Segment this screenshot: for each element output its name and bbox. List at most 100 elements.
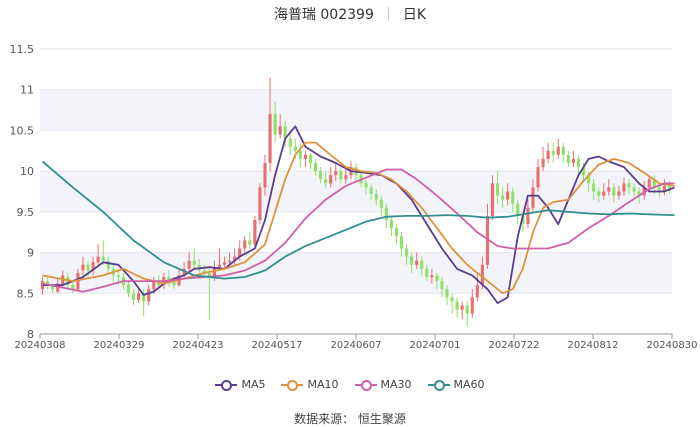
candle-body — [207, 272, 211, 277]
candle-body — [192, 260, 196, 265]
candle-body — [339, 171, 343, 180]
x-tick-label: 20240517 — [252, 340, 303, 351]
chart-title: 海普瑞 002399 日K — [0, 4, 700, 24]
candle-body — [435, 275, 439, 282]
legend-ma60-label: MA60 — [453, 378, 485, 391]
candle-body — [56, 283, 60, 292]
candle-body — [607, 187, 611, 192]
candle-body — [445, 289, 449, 298]
candle-body — [637, 191, 641, 196]
candle-body — [470, 297, 474, 314]
candle-body — [268, 114, 272, 163]
candle-body — [152, 281, 156, 290]
candle-body — [490, 183, 495, 216]
candle-body — [597, 191, 601, 196]
candle-body — [546, 150, 550, 159]
legend-ma5-marker — [215, 379, 238, 391]
legend-item-ma60[interactable]: MA60 — [427, 378, 485, 391]
legend-ma30-marker — [354, 379, 377, 391]
candle-body — [329, 175, 333, 184]
x-tick-label: 20240701 — [410, 340, 461, 351]
candle-body — [592, 183, 596, 192]
candle-body — [399, 236, 404, 249]
candle-body — [652, 179, 656, 188]
candle-body — [551, 150, 555, 155]
candle-body — [602, 191, 606, 196]
candle-body — [96, 256, 100, 263]
candle-body — [319, 171, 323, 180]
candle-body — [142, 293, 146, 302]
candle-body — [126, 285, 131, 294]
legend-ma5-label: MA5 — [241, 378, 266, 391]
legend-ma10-marker — [281, 379, 304, 391]
candle-body — [263, 163, 267, 188]
candle-body — [415, 260, 419, 265]
candle-body — [212, 267, 216, 277]
candle-body — [81, 264, 85, 271]
candle-body — [576, 158, 581, 168]
series-line-ma10 — [42, 141, 675, 295]
candle-body — [288, 138, 292, 147]
candle-body — [501, 195, 505, 200]
candle-body — [293, 146, 297, 151]
candle-body — [410, 256, 414, 265]
legend-ma30-label: MA30 — [380, 378, 412, 391]
candle-body — [404, 248, 409, 257]
candle-body — [222, 262, 227, 265]
candle-body — [460, 305, 464, 310]
candle-body — [228, 260, 232, 263]
candle-body — [566, 154, 570, 163]
candle-body — [485, 215, 490, 265]
candle-body — [430, 275, 434, 277]
candle-body — [480, 264, 484, 286]
candle-body — [233, 256, 237, 261]
candle-body — [496, 183, 500, 196]
candle-body — [541, 158, 545, 168]
candle-body — [217, 264, 222, 268]
series-line-ma30 — [42, 168, 675, 293]
x-tick-label: 20240812 — [568, 340, 619, 351]
candle-body — [167, 277, 171, 282]
candle-body — [278, 126, 282, 135]
candle-body — [238, 248, 242, 257]
x-tick-label: 20240423 — [173, 340, 224, 351]
candle-body — [258, 187, 262, 220]
y-tick-label: 9.5 — [17, 206, 35, 219]
legend-item-ma5[interactable]: MA5 — [215, 378, 265, 391]
stock-name-code: 海普瑞 002399 — [273, 7, 374, 23]
x-tick-label: 20240830 — [647, 340, 698, 351]
candle-body — [61, 275, 65, 286]
candle-body — [394, 228, 399, 237]
y-tick-label: 11.5 — [10, 43, 35, 56]
candle-body — [516, 203, 520, 216]
candle-body — [308, 154, 313, 163]
candle-body — [101, 256, 105, 261]
candle-body — [657, 187, 661, 192]
candle-body — [106, 260, 110, 269]
candle-body — [172, 281, 176, 286]
legend: MA5 MA10 MA30 MA60 — [0, 378, 700, 391]
data-source: 数据来源： 恒生聚源 — [294, 412, 406, 426]
grid-band — [40, 252, 672, 294]
candle-body — [647, 179, 651, 188]
candle-body — [571, 158, 575, 163]
legend-item-ma30[interactable]: MA30 — [354, 378, 412, 391]
series-line-ma60 — [41, 160, 675, 280]
candle-body — [506, 191, 510, 200]
candle-body — [71, 285, 75, 290]
candle-body — [283, 126, 287, 139]
y-tick-label: 11 — [20, 84, 34, 97]
legend-item-ma10[interactable]: MA10 — [281, 378, 339, 391]
x-tick-label: 20240607 — [331, 340, 382, 351]
candle-body — [131, 293, 136, 300]
candle-body — [379, 199, 383, 208]
candle-body — [667, 185, 672, 190]
candle-body — [86, 264, 90, 271]
candle-body — [440, 281, 444, 290]
candle-body — [324, 179, 328, 184]
candle-body — [561, 146, 565, 155]
candle-body — [475, 285, 479, 298]
candle-body — [627, 183, 631, 188]
candle-body — [526, 207, 530, 225]
y-tick-label: 8 — [27, 328, 34, 341]
